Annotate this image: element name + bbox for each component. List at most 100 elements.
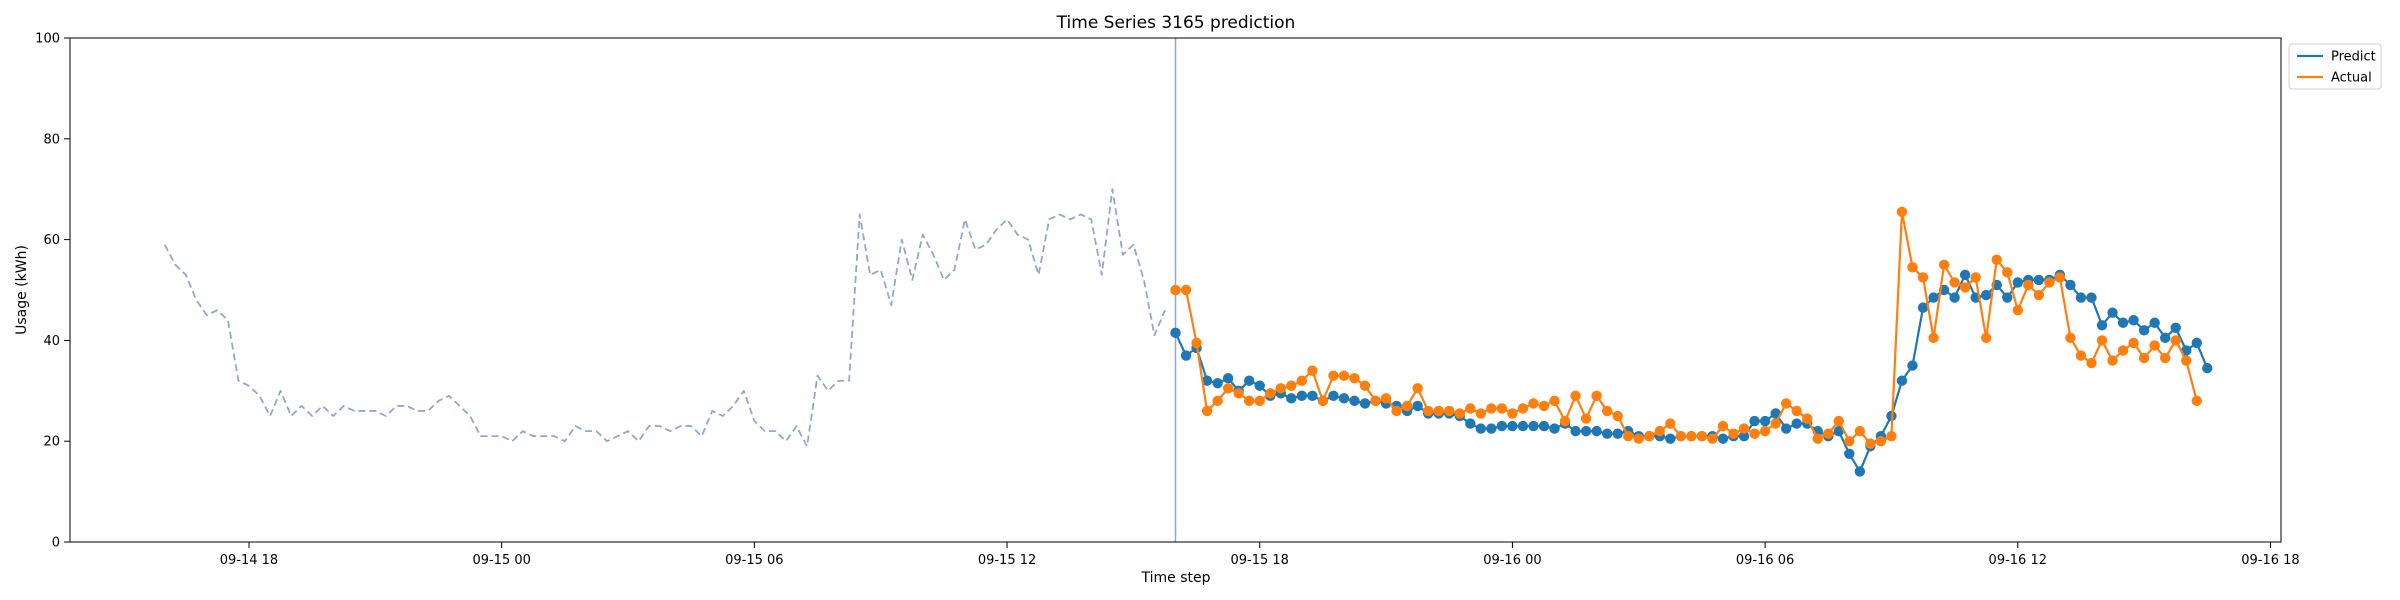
predict-point [1412, 400, 1423, 412]
actual-point [2023, 279, 2034, 291]
actual-point [1401, 400, 1413, 412]
predict-point [1528, 420, 1539, 432]
actual-point [1444, 405, 1455, 417]
actual-point [1170, 284, 1181, 296]
actual-point [2181, 355, 2192, 366]
predict-point [2128, 315, 2139, 326]
actual-point [1559, 415, 1571, 427]
actual-point [2128, 337, 2139, 349]
actual-point [1538, 400, 1550, 412]
actual-point [1528, 398, 1539, 409]
actual-point [1317, 395, 1329, 407]
legend: Predict Actual [2288, 43, 2382, 90]
predict-point [1959, 269, 1971, 281]
predict-point [1475, 423, 1487, 434]
predict-point [1907, 360, 1918, 371]
actual-point [1201, 405, 1213, 417]
actual-point [1886, 430, 1897, 442]
actual-point [1233, 388, 1244, 399]
actual-point [2075, 350, 2087, 361]
predict-point [1759, 415, 1771, 427]
actual-point [2117, 345, 2129, 356]
actual-point [1686, 430, 1697, 442]
actual-point [1380, 393, 1392, 404]
predict-point [1349, 395, 1360, 407]
actual-point [1907, 262, 1918, 273]
actual-point [2002, 267, 2013, 278]
actual-point [1896, 206, 1908, 218]
actual-point [1549, 395, 1560, 407]
predict-point [1949, 292, 1960, 303]
predict-point [2012, 277, 2023, 288]
predict-point [1538, 420, 1550, 432]
actual-point [1633, 433, 1644, 444]
actual-point [2170, 335, 2181, 346]
predict-point [1665, 433, 1676, 444]
actual-point [1823, 428, 1834, 439]
actual-point [1580, 413, 1592, 424]
actual-point [1244, 395, 1255, 407]
actual-legend-label: Actual [2331, 71, 2372, 86]
actual-point [1422, 405, 1434, 417]
y-tick-label: 20 [43, 435, 60, 450]
actual-point [1275, 383, 1286, 394]
actual-point [1780, 398, 1792, 409]
predict-point [1928, 292, 1939, 303]
predict-point [1791, 418, 1802, 429]
predict-point [2202, 362, 2213, 374]
actual-point [1665, 418, 1676, 429]
actual-point [1717, 420, 1729, 432]
x-tick-label: 09-16 18 [2241, 553, 2299, 568]
actual-point [1517, 403, 1529, 414]
actual-point [1370, 395, 1381, 407]
actual-point [2065, 332, 2076, 344]
predict-point [1328, 390, 1339, 402]
predict-point [2096, 320, 2108, 331]
x-tick-label: 09-14 18 [220, 553, 278, 568]
predict-point [1549, 423, 1560, 434]
actual-point [1854, 425, 1866, 437]
actual-point [1865, 438, 1876, 449]
actual-point [1812, 433, 1823, 444]
predict-point [1844, 448, 1855, 459]
actual-point [1465, 403, 1476, 414]
x-tick-label: 09-16 12 [1989, 553, 2047, 568]
actual-point [1222, 383, 1234, 394]
actual-point [1644, 430, 1655, 442]
predict-point [2117, 317, 2129, 328]
actual-point [1454, 408, 1465, 419]
predict-point [1286, 393, 1297, 404]
actual-point [1191, 337, 1202, 349]
y-axis-title: Usage (kWh) [14, 245, 30, 335]
actual-point [1938, 259, 1950, 270]
x-tick-label: 09-16 06 [1736, 553, 1794, 568]
predict-point [1338, 393, 1350, 404]
x-tick-label: 09-15 00 [472, 553, 530, 568]
history-series-line [163, 188, 1166, 448]
chart-title: Time Series 3165 prediction [1056, 13, 1296, 33]
x-tick-label: 09-16 00 [1483, 553, 1541, 568]
actual-point [1844, 436, 1855, 447]
actual-point [1296, 375, 1308, 386]
actual-point [1791, 405, 1802, 417]
actual-point [1570, 390, 1581, 402]
actual-point [1391, 405, 1402, 417]
y-tick-label: 80 [43, 132, 60, 147]
predict-point [1486, 423, 1497, 434]
predict-point [1770, 408, 1781, 419]
predict-point [1296, 390, 1308, 402]
actual-point [1738, 423, 1750, 434]
predict-point [2033, 274, 2045, 286]
actual-point [1749, 428, 1760, 439]
actual-point [2044, 277, 2055, 288]
predict-point [2075, 292, 2087, 303]
predict-point [1780, 423, 1792, 434]
actual-point [1254, 395, 1265, 407]
actual-point [2096, 335, 2108, 346]
actual-point [1349, 373, 1360, 384]
x-axis: 09-14 18 09-15 00 09-15 06 09-15 12 09-15 18… [220, 542, 2300, 568]
actual-point [1328, 370, 1339, 381]
actual-point [1696, 430, 1708, 442]
